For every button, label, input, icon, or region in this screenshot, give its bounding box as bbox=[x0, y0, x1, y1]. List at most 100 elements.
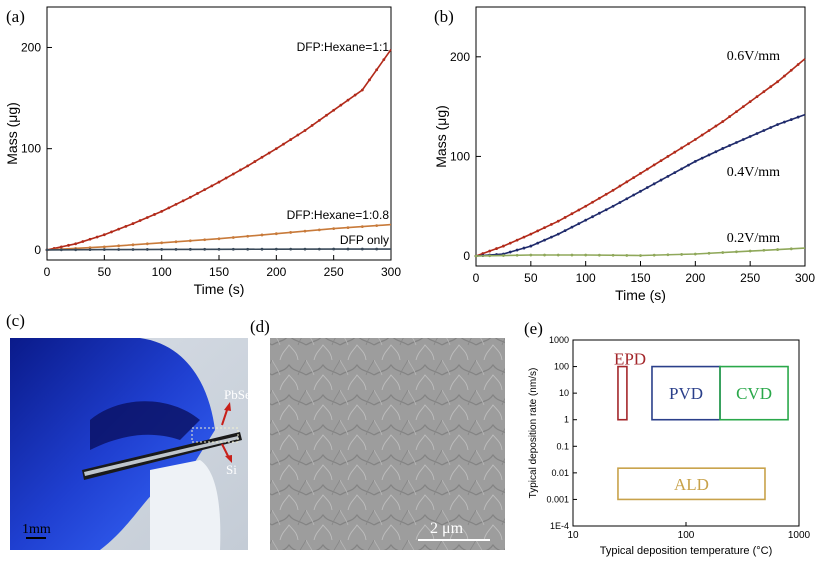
y-tick-label: 100 bbox=[554, 362, 569, 372]
y-tick-label: 0 bbox=[463, 249, 470, 263]
series-point bbox=[360, 247, 364, 251]
series-point bbox=[707, 153, 711, 157]
series-point bbox=[680, 146, 684, 150]
series-point bbox=[274, 247, 278, 251]
series-point bbox=[611, 188, 615, 192]
series-point bbox=[117, 244, 121, 248]
series-point bbox=[728, 115, 732, 118]
series-point bbox=[789, 118, 793, 121]
series-point bbox=[246, 234, 250, 238]
series-point bbox=[274, 147, 278, 151]
series-point bbox=[556, 253, 560, 257]
series-point bbox=[88, 237, 92, 241]
series-point bbox=[267, 151, 271, 155]
series-point bbox=[481, 252, 485, 255]
series-point bbox=[625, 180, 629, 184]
series-point bbox=[260, 247, 264, 251]
series-point bbox=[325, 113, 328, 117]
sample-region-box bbox=[191, 427, 239, 443]
series-point bbox=[360, 88, 364, 92]
pbse-label: PbSe bbox=[224, 387, 251, 402]
series-point bbox=[59, 248, 63, 252]
series-point bbox=[282, 142, 285, 146]
series-point bbox=[296, 133, 300, 137]
series-point bbox=[577, 222, 581, 226]
series-point bbox=[529, 244, 533, 248]
series-point bbox=[210, 184, 214, 188]
series-point bbox=[246, 164, 250, 168]
scale-bar-c-label: 1mm bbox=[22, 522, 51, 537]
series-point bbox=[131, 243, 135, 247]
series-point bbox=[673, 150, 677, 154]
y-axis-label: Mass (μg) bbox=[4, 102, 20, 165]
series-point bbox=[687, 163, 690, 167]
region-label: CVD bbox=[736, 384, 772, 403]
series-point bbox=[508, 250, 512, 254]
series-point bbox=[645, 167, 649, 171]
y-axis-label: Mass (μg) bbox=[433, 105, 449, 168]
series-point bbox=[570, 212, 574, 216]
series-point bbox=[310, 124, 314, 127]
panel-c-label: (c) bbox=[6, 311, 25, 330]
series-point bbox=[735, 141, 738, 144]
series-point bbox=[549, 235, 553, 239]
series-point bbox=[536, 241, 540, 245]
series-point bbox=[317, 247, 321, 251]
series-point bbox=[584, 218, 588, 222]
series-point bbox=[789, 68, 793, 72]
region-box bbox=[617, 365, 628, 421]
series-point bbox=[253, 160, 257, 163]
y-axis-label: Typical deposition rate (nm/s) bbox=[528, 368, 539, 499]
series-point bbox=[639, 171, 642, 175]
series-point bbox=[659, 178, 663, 182]
series-point bbox=[167, 206, 171, 210]
series-point bbox=[741, 138, 745, 141]
series-point bbox=[375, 224, 379, 227]
panel-d-label: (d) bbox=[250, 317, 270, 336]
series-point bbox=[346, 226, 350, 230]
series-point bbox=[88, 246, 92, 250]
series-point bbox=[625, 197, 629, 201]
series-point bbox=[181, 199, 185, 203]
series-point bbox=[755, 132, 759, 135]
y-tick-label: 10 bbox=[559, 388, 569, 398]
series-point bbox=[260, 233, 264, 237]
series-point bbox=[673, 171, 677, 175]
series-point bbox=[59, 245, 63, 249]
x-tick-label: 50 bbox=[524, 271, 538, 285]
y-tick-label: 1 bbox=[564, 415, 569, 425]
series-point bbox=[224, 176, 228, 180]
series-point bbox=[556, 232, 560, 236]
si-label: Si bbox=[226, 462, 237, 477]
series-point bbox=[131, 248, 135, 251]
series-point bbox=[776, 123, 779, 126]
scale-bar-d-label: 2 μm bbox=[430, 520, 464, 537]
series-point bbox=[604, 208, 608, 212]
series-point bbox=[584, 204, 588, 208]
series-point bbox=[789, 247, 793, 251]
series-point bbox=[515, 253, 519, 257]
series-point bbox=[748, 100, 752, 104]
series-point bbox=[666, 174, 670, 178]
series-point bbox=[549, 223, 553, 226]
series-point bbox=[174, 240, 178, 244]
x-axis-label: Time (s) bbox=[615, 287, 666, 303]
series-point bbox=[543, 226, 546, 230]
series-point bbox=[160, 210, 164, 213]
series-point bbox=[74, 248, 78, 252]
panel-label: (a) bbox=[6, 7, 25, 26]
arrow-up-head bbox=[224, 402, 231, 411]
series-point bbox=[502, 244, 505, 248]
x-tick-label: 150 bbox=[209, 265, 229, 279]
series-point bbox=[776, 80, 779, 84]
x-tick-label: 100 bbox=[678, 530, 695, 541]
series-point bbox=[625, 254, 629, 257]
series-point bbox=[632, 176, 636, 179]
x-tick-label: 300 bbox=[381, 265, 401, 279]
series-point bbox=[666, 253, 670, 257]
series-point bbox=[303, 129, 307, 132]
y-tick-label: 1000 bbox=[549, 335, 569, 345]
series-point bbox=[332, 227, 336, 231]
series-point bbox=[346, 247, 350, 251]
series-point bbox=[693, 160, 697, 163]
